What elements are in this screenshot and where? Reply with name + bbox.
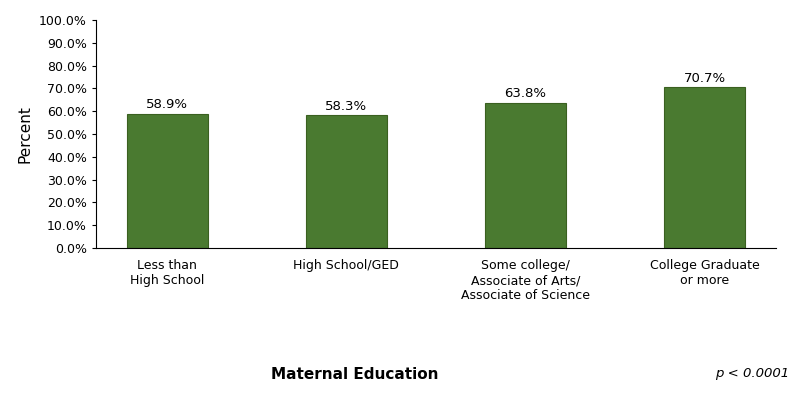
Y-axis label: Percent: Percent: [17, 105, 32, 163]
Text: 58.9%: 58.9%: [146, 98, 188, 112]
Text: 63.8%: 63.8%: [505, 87, 546, 100]
Text: p < 0.0001: p < 0.0001: [715, 366, 790, 380]
Text: 58.3%: 58.3%: [326, 100, 367, 113]
Text: Maternal Education: Maternal Education: [270, 366, 438, 382]
Bar: [665, 87, 745, 248]
Text: 70.7%: 70.7%: [684, 72, 726, 84]
Bar: [486, 102, 566, 248]
Bar: [127, 114, 207, 248]
Bar: [306, 115, 386, 248]
